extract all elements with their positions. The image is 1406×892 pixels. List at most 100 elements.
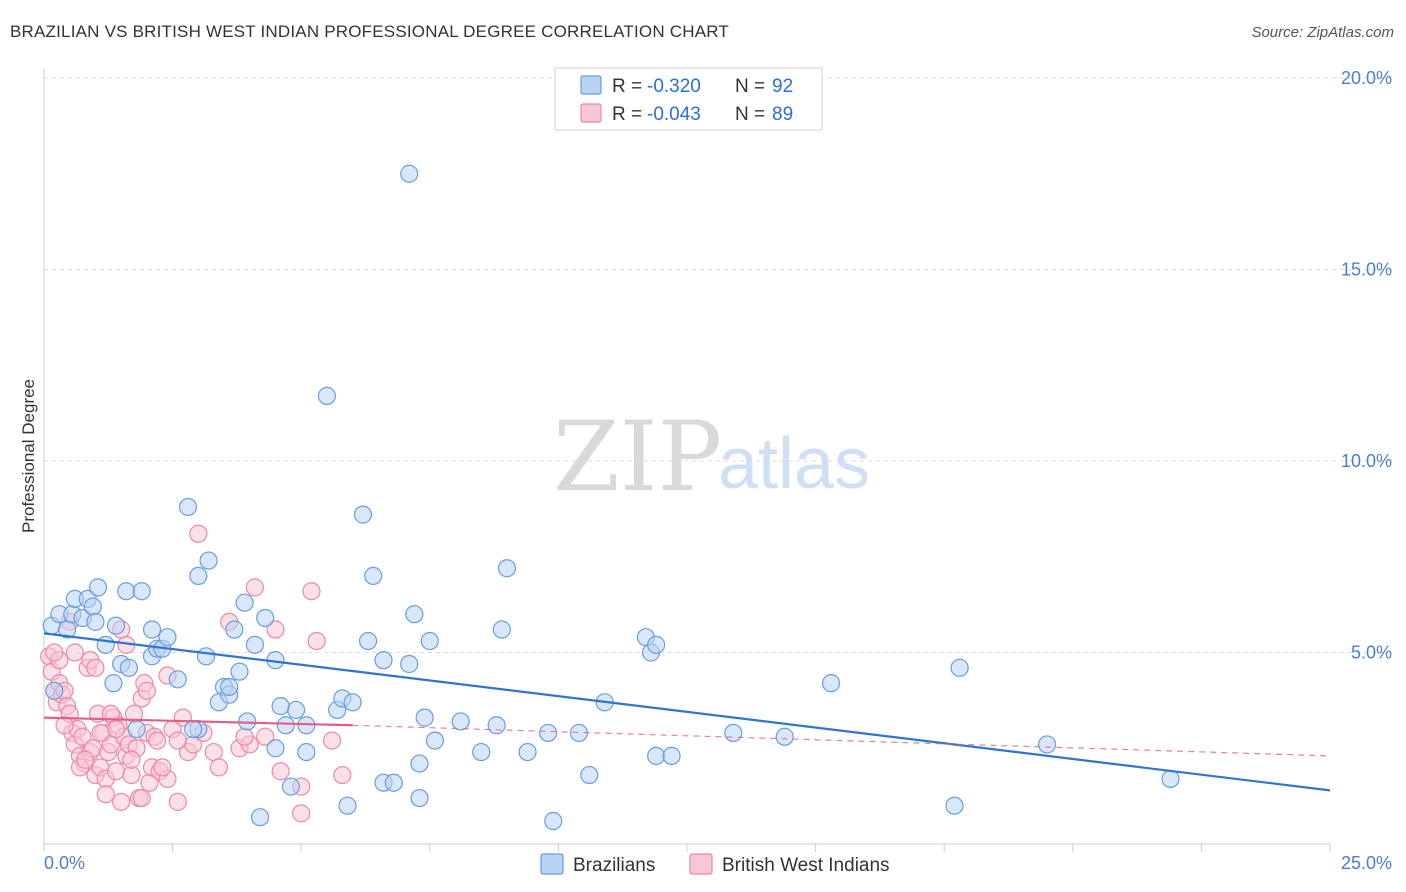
point-brazilian [343,693,362,712]
point-brazilian [338,796,357,815]
point-brazilian [487,716,506,735]
bottom-legend-label-brazilians: Brazilians [573,855,655,876]
point-brazilian [220,677,239,697]
point-brazilian [106,616,126,635]
point-british-west-indian [55,716,74,735]
point-brazilian [45,681,64,700]
trend-lines [43,632,1331,792]
point-brazilian [358,631,378,651]
point-brazilian [544,811,563,831]
point-british-west-indian [76,750,95,769]
point-british-west-indian [122,750,141,769]
point-british-west-indian [235,727,254,746]
point-brazilian [662,746,681,766]
point-brazilian [410,788,429,808]
point-brazilian [497,559,517,578]
point-brazilian [518,742,537,762]
series-brazilian-points [40,524,352,823]
trend-line-extension [352,724,1331,757]
point-brazilian [276,716,295,735]
point-british-west-indian [153,758,172,777]
point-brazilian [88,578,108,597]
point-brazilian [196,647,216,666]
point-brazilian [420,631,439,651]
point-british-west-indian [266,620,285,639]
bottom-legend-label-british-west-indians: British West Indians [722,855,890,876]
point-british-west-indian [168,792,187,811]
legend-n-label: N = [735,104,765,125]
point-brazilian [256,608,275,628]
point-brazilian [117,582,136,601]
trend-line-british-west-indians [43,716,353,727]
point-brazilian [410,754,429,773]
point-brazilian [119,658,138,677]
x-tick-label-min: 0.0% [44,853,85,873]
point-british-west-indian [86,658,105,677]
point-brazilian [400,654,419,674]
point-brazilian [230,662,249,681]
point-brazilian [374,651,393,670]
legend-n-value-brazilians: 92 [772,76,793,97]
point-brazilian [142,620,162,639]
legend-swatch-british-west-indians [580,103,602,123]
point-british-west-indian [148,731,167,750]
point-brazilian [225,620,244,639]
point-brazilian [1037,735,1057,754]
point-brazilian [775,727,794,746]
point-british-west-indian [137,681,156,700]
point-brazilian [539,723,558,743]
point-brazilian [168,670,187,689]
point-british-west-indian [45,643,64,662]
point-brazilian [492,620,511,639]
point-brazilian [317,386,337,405]
point-brazilian [286,700,306,720]
point-british-west-indian [106,719,126,739]
point-british-west-indian [271,762,290,781]
point-brazilian [415,708,434,727]
bottom-legend-swatch-brazilians [540,853,564,875]
point-brazilian [235,593,254,612]
legend-r-label: R = [612,76,642,97]
chart-title: BRAZILIAN VS BRITISH WEST INDIAN PROFESS… [10,22,729,41]
y-tick-label: 10.0% [1341,451,1392,471]
point-brazilian [266,739,285,758]
point-brazilian [281,777,301,796]
point-brazilian [384,773,403,792]
watermark-zip: ZIP [553,401,722,513]
series-legend: Brazilians British West Indians [540,853,890,876]
legend-r-label: R = [612,104,642,125]
point-brazilian [472,742,491,762]
y-tick-label: 5.0% [1351,643,1392,663]
point-british-west-indian [292,804,311,823]
point-brazilian [580,765,599,785]
point-british-west-indian [96,785,115,804]
y-axis-label: Professional Degree [19,379,38,533]
point-brazilian [83,597,102,616]
point-brazilian [178,497,198,517]
point-british-west-indian [112,792,131,811]
point-british-west-indian [122,765,141,785]
x-ticks [43,844,1331,852]
point-british-west-indian [322,731,342,750]
correlation-legend: R = -0.320 N = 92 R = -0.043 N = 89 [554,67,823,131]
point-british-west-indian [302,582,321,601]
point-british-west-indian [73,727,92,746]
point-british-west-indian [204,742,223,762]
chart-source: Source: ZipAtlas.com [1251,24,1394,41]
point-brazilian [271,697,290,716]
gridlines [44,77,1392,653]
point-british-west-indian [106,762,126,781]
point-brazilian [945,796,964,815]
point-british-west-indian [132,788,151,808]
legend-r-value-british-west-indians: -0.043 [647,104,701,125]
point-brazilian [724,723,743,743]
point-brazilian [189,566,208,586]
point-brazilian [647,746,666,766]
point-brazilian [199,551,218,570]
watermark-atlas: atlas [718,424,870,504]
point-british-west-indian [168,731,187,750]
x-tick-label-max: 25.0% [1341,853,1392,873]
point-brazilian [96,635,115,654]
legend-swatch-brazilians [580,75,602,95]
